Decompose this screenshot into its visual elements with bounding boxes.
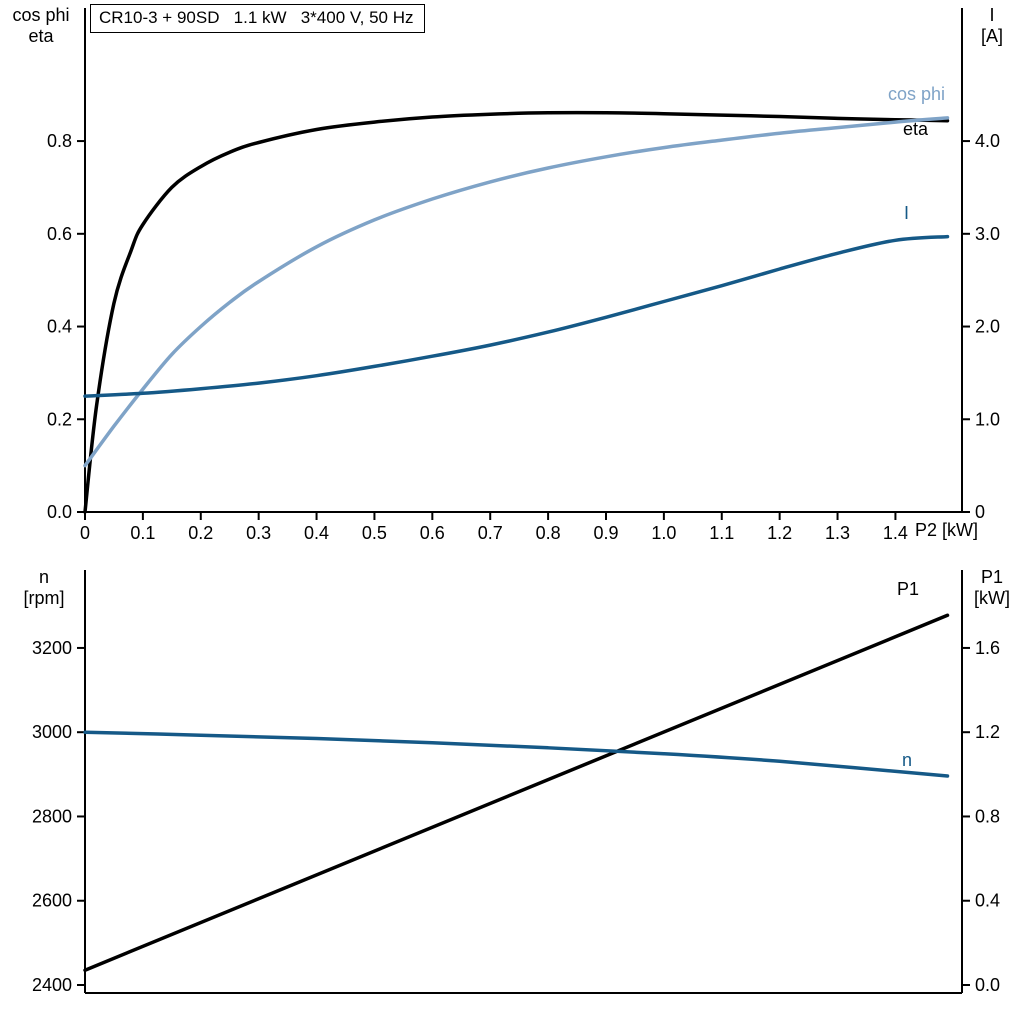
bottom-chart-left-axis-title: n [rpm]: [8, 567, 80, 609]
x-axis-label: P2 [kW]: [915, 520, 979, 540]
svg-text:0.5: 0.5: [362, 523, 387, 543]
bottom-chart-right-axis-title: P1 [kW]: [964, 567, 1020, 609]
svg-text:0: 0: [975, 502, 985, 522]
svg-text:0.2: 0.2: [47, 409, 72, 429]
svg-text:0.0: 0.0: [47, 502, 72, 522]
svg-text:1.0: 1.0: [975, 409, 1000, 429]
svg-text:1.2: 1.2: [975, 722, 1000, 742]
svg-text:2800: 2800: [32, 806, 72, 826]
top-chart-left-axis-title: cos phi eta: [2, 5, 80, 47]
svg-text:0.6: 0.6: [47, 224, 72, 244]
power-axis-title-line1: P1: [980, 567, 1004, 587]
svg-text:4.0: 4.0: [975, 131, 1000, 151]
svg-text:3000: 3000: [32, 722, 72, 742]
svg-text:0.4: 0.4: [975, 891, 1000, 911]
svg-text:0.2: 0.2: [188, 523, 213, 543]
curve-label-eta: eta: [903, 119, 929, 139]
svg-text:0.6: 0.6: [420, 523, 445, 543]
svg-text:0.8: 0.8: [47, 131, 72, 151]
svg-text:3.0: 3.0: [975, 224, 1000, 244]
curve-label-n: n: [902, 750, 913, 770]
svg-text:2600: 2600: [32, 891, 72, 911]
curve-label-current: I: [904, 203, 910, 223]
svg-text:1.4: 1.4: [883, 523, 908, 543]
power-axis-title-line2: [kW]: [974, 588, 1010, 608]
svg-text:0.4: 0.4: [47, 317, 72, 337]
svg-text:0: 0: [80, 523, 90, 543]
svg-text:0.8: 0.8: [975, 806, 1000, 826]
svg-text:2.0: 2.0: [975, 317, 1000, 337]
svg-text:1.3: 1.3: [825, 523, 850, 543]
svg-text:1.0: 1.0: [651, 523, 676, 543]
top-chart-right-axis-title: I [A]: [964, 5, 1020, 47]
speed-axis-title-line2: [rpm]: [23, 588, 65, 608]
svg-text:1.2: 1.2: [767, 523, 792, 543]
svg-text:3200: 3200: [32, 638, 72, 658]
svg-text:0.4: 0.4: [304, 523, 329, 543]
svg-text:0.7: 0.7: [478, 523, 503, 543]
speed-axis-title-line1: n: [38, 567, 49, 587]
svg-text:0.8: 0.8: [536, 523, 561, 543]
svg-text:1.1: 1.1: [709, 523, 734, 543]
svg-text:0.3: 0.3: [246, 523, 271, 543]
right-axis-title-line2: [A]: [980, 26, 1003, 46]
curve-label-p1: P1: [897, 579, 920, 599]
left-axis-title-line1: cos phi: [12, 5, 70, 25]
svg-text:0.9: 0.9: [593, 523, 618, 543]
right-axis-title-line1: I: [989, 5, 995, 25]
svg-text:2400: 2400: [32, 975, 72, 995]
svg-text:0.0: 0.0: [975, 975, 1000, 995]
left-axis-title-line2: eta: [28, 26, 54, 46]
svg-text:1.6: 1.6: [975, 638, 1000, 658]
svg-text:0.1: 0.1: [130, 523, 155, 543]
curve-label-cos-phi: cos phi: [888, 84, 946, 104]
chart-title-box: CR10-3 + 90SD 1.1 kW 3*400 V, 50 Hz: [90, 4, 425, 33]
